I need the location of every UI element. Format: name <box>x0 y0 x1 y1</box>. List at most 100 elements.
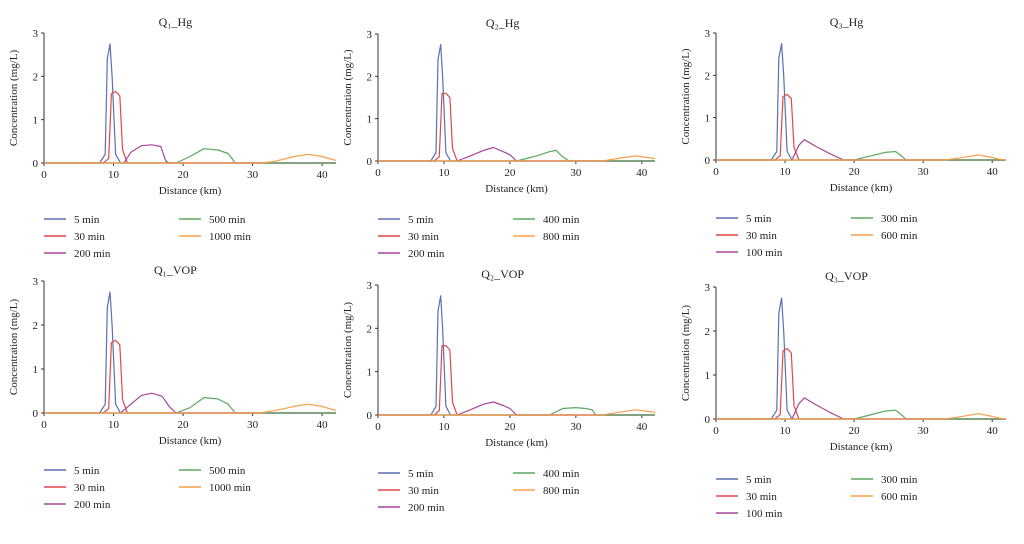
legend-label: 800 min <box>543 231 580 243</box>
y-tick-label: 1 <box>367 114 373 126</box>
legend-item: 200 min <box>44 248 111 260</box>
y-tick-label: 2 <box>367 323 373 335</box>
legend-item: 100 min <box>716 247 783 259</box>
legend-label: 30 min <box>408 485 439 497</box>
legend-label: 600 min <box>881 491 918 503</box>
legend-item: 5 min <box>716 474 772 486</box>
legend-item: 200 min <box>378 248 445 260</box>
legend-label: 30 min <box>408 231 439 243</box>
x-tick-label: 20 <box>849 425 861 437</box>
legend: 5 min 30 min 200 min 400 min 800 min <box>378 214 580 260</box>
legend-label: 5 min <box>408 468 434 480</box>
legend-label: 30 min <box>746 230 777 242</box>
x-axis-label: Distance (km) <box>485 437 548 449</box>
legend-item: 500 min <box>179 465 246 477</box>
x-tick-label: 40 <box>636 167 648 179</box>
y-tick-label: 3 <box>367 280 373 292</box>
y-tick-label: 3 <box>705 282 711 294</box>
x-tick-label: 0 <box>41 169 47 181</box>
chart-title: Q₁_Hg <box>159 15 193 29</box>
x-tick-label: 10 <box>108 419 120 431</box>
y-tick-label: 3 <box>367 29 373 41</box>
legend-item: 5 min <box>716 213 772 225</box>
legend-label: 5 min <box>74 214 100 226</box>
x-tick-label: 30 <box>570 421 582 433</box>
legend-item: 5 min <box>44 214 100 226</box>
series-line <box>44 153 337 164</box>
x-tick-label: 10 <box>780 425 792 437</box>
x-tick-label: 0 <box>41 419 47 431</box>
y-axis-label: Concentration (mg/L) <box>342 302 354 399</box>
y-tick-label: 1 <box>33 115 39 127</box>
x-tick-label: 0 <box>713 166 719 178</box>
series-line <box>44 339 336 414</box>
y-tick-label: 2 <box>33 71 39 83</box>
legend-item: 30 min <box>44 482 105 494</box>
x-tick-label: 40 <box>987 425 999 437</box>
legend-item: 600 min <box>851 230 918 242</box>
y-tick-label: 2 <box>33 320 39 332</box>
chart-title: Q₃_Hg <box>830 15 864 29</box>
legend-label: 200 min <box>408 502 445 514</box>
legend-item: 30 min <box>716 230 777 242</box>
x-tick-label: 0 <box>713 425 719 437</box>
series-line <box>378 407 655 416</box>
y-tick-label: 3 <box>705 28 711 40</box>
x-axis-label: Distance (km) <box>830 441 893 453</box>
x-tick-label: 40 <box>317 419 329 431</box>
series-line <box>716 154 1007 161</box>
x-tick-label: 10 <box>108 169 120 181</box>
y-axis-label: Concentration (mg/L) <box>8 50 20 147</box>
series-line <box>378 146 655 162</box>
x-tick-label: 30 <box>247 419 259 431</box>
series-line <box>716 150 1006 161</box>
x-tick-label: 20 <box>178 169 190 181</box>
series-line <box>44 403 337 414</box>
y-tick-label: 0 <box>367 156 373 168</box>
y-tick-label: 1 <box>705 113 711 125</box>
y-tick-label: 3 <box>33 28 39 40</box>
legend-label: 400 min <box>543 468 580 480</box>
series-line <box>716 413 1007 420</box>
legend-item: 30 min <box>378 231 439 243</box>
series-line <box>378 409 656 416</box>
legend-item: 30 min <box>716 491 777 503</box>
series-line <box>716 93 1006 161</box>
legend-item: 800 min <box>513 231 580 243</box>
series-line <box>716 397 1006 420</box>
series-line <box>378 155 656 162</box>
x-tick-label: 20 <box>849 166 861 178</box>
legend: 5 min 30 min 200 min 500 min 1000 min <box>44 214 251 260</box>
series-line <box>716 297 1006 420</box>
x-tick-label: 20 <box>504 167 516 179</box>
legend-label: 30 min <box>746 491 777 503</box>
series-line <box>378 345 655 416</box>
series-line <box>44 90 336 164</box>
x-tick-label: 40 <box>317 169 329 181</box>
series-line <box>716 409 1006 420</box>
series-line <box>716 42 1006 161</box>
series-line <box>378 401 655 416</box>
x-tick-label: 10 <box>780 166 792 178</box>
legend-label: 5 min <box>74 465 100 477</box>
y-tick-label: 0 <box>33 158 39 170</box>
y-tick-label: 2 <box>705 70 711 82</box>
legend-item: 800 min <box>513 485 580 497</box>
chart-title: Q₂_VOP <box>481 267 524 281</box>
legend-item: 200 min <box>44 499 111 511</box>
x-tick-label: 30 <box>918 166 930 178</box>
legend-item: 30 min <box>44 231 105 243</box>
y-tick-label: 3 <box>33 276 39 288</box>
x-tick-label: 30 <box>247 169 259 181</box>
y-tick-label: 2 <box>705 326 711 338</box>
series-line <box>378 43 655 162</box>
x-tick-label: 20 <box>178 419 190 431</box>
series-line <box>716 139 1006 161</box>
legend-label: 5 min <box>746 213 772 225</box>
legend-item: 5 min <box>378 468 434 480</box>
legend-label: 100 min <box>746 247 783 259</box>
